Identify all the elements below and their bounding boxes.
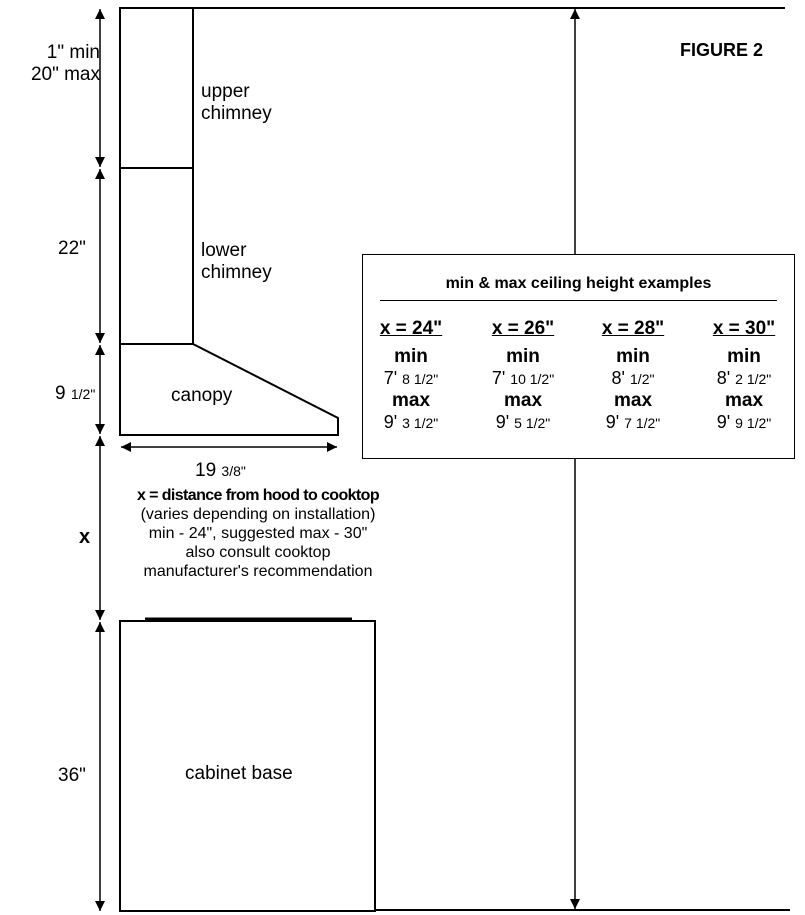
lower-chimney-shape: [119, 167, 194, 345]
cabinet-base-shape: [119, 620, 376, 912]
min-inches: 10 1/2": [510, 371, 555, 387]
lower-chimney-label: lower chimney: [201, 240, 272, 284]
min-label: min: [394, 346, 428, 367]
max-feet: 9': [605, 412, 620, 432]
lower-label-line2: chimney: [201, 262, 272, 283]
upper-chimney-label: upper chimney: [201, 81, 272, 125]
max-value: 9' 5 1/2": [475, 412, 571, 433]
min-value: 8' 2 1/2": [696, 368, 792, 389]
max-value: 9' 9 1/2": [696, 412, 792, 433]
ceiling-height-examples-table: min & max ceiling height examples x = 24…: [362, 254, 795, 459]
column-header: x = 30": [712, 318, 776, 339]
max-label: max: [503, 390, 543, 411]
lower-label-line1: lower: [201, 240, 247, 261]
min-feet: 7': [491, 368, 506, 388]
example-column-x24: x = 24" min 7' 8 1/2" max 9' 3 1/2": [363, 317, 459, 433]
min-inches: 1/2": [630, 371, 655, 387]
x-desc-line2: (varies depending on installation): [140, 506, 376, 523]
example-column-x26: x = 26" min 7' 10 1/2" max 9' 5 1/2": [475, 317, 571, 433]
upper-chimney-dimension: 1" min 20" max: [31, 42, 100, 86]
max-label: max: [391, 390, 431, 411]
example-column-x28: x = 28" min 8' 1/2" max 9' 7 1/2": [585, 317, 681, 433]
canopy-width-dimension: 19 3/8": [195, 460, 246, 482]
min-value: 8' 1/2": [585, 368, 681, 389]
x-symbol: x: [79, 526, 91, 548]
x-desc-line4: also consult cooktop: [185, 544, 331, 561]
max-feet: 9': [383, 412, 398, 432]
max-inches: 9 1/2": [735, 415, 772, 431]
x-desc-title: x = distance from hood to cooktop: [137, 487, 380, 504]
x-desc-line5: manufacturer's recommendation: [143, 563, 373, 580]
upper-chimney-shape: [119, 7, 194, 169]
min-feet: 8': [716, 368, 731, 388]
column-header: x = 28": [601, 318, 665, 339]
upper-label-line1: upper: [201, 81, 250, 102]
max-label: max: [724, 390, 764, 411]
min-inches: 8 1/2": [402, 371, 439, 387]
canopy-height-whole: 9: [55, 383, 66, 404]
canopy-shape: [119, 343, 339, 436]
min-feet: 7': [383, 368, 398, 388]
max-value: 9' 3 1/2": [363, 412, 459, 433]
max-inches: 5 1/2": [514, 415, 551, 431]
upper-dim-min: 1" min: [46, 42, 100, 63]
max-value: 9' 7 1/2": [585, 412, 681, 433]
min-value: 7' 8 1/2": [363, 368, 459, 389]
lower-chimney-dimension: 22": [58, 238, 86, 259]
upper-dim-max: 20" max: [30, 64, 100, 85]
examples-title-rule: [380, 300, 777, 301]
cabinet-base-label: cabinet base: [185, 763, 293, 784]
example-column-x30: x = 30" min 8' 2 1/2" max 9' 9 1/2": [696, 317, 792, 433]
figure-title: FIGURE 2: [680, 40, 764, 60]
canopy-width-frac: 3/8": [221, 463, 246, 479]
x-description: x = distance from hood to cooktop (varie…: [110, 486, 406, 581]
canopy-height-dimension: 9 1/2": [55, 383, 95, 405]
x-desc-line3: min - 24", suggested max - 30": [148, 525, 368, 542]
upper-label-line2: chimney: [201, 103, 272, 124]
min-value: 7' 10 1/2": [475, 368, 571, 389]
max-inches: 7 1/2": [624, 415, 661, 431]
canopy-width-whole: 19: [195, 460, 217, 481]
canopy-label: canopy: [171, 385, 233, 406]
min-label: min: [616, 346, 650, 367]
min-label: min: [727, 346, 761, 367]
max-feet: 9': [495, 412, 510, 432]
canopy-height-frac: 1/2": [70, 386, 96, 402]
max-feet: 9': [716, 412, 731, 432]
max-inches: 3 1/2": [402, 415, 439, 431]
min-inches: 2 1/2": [735, 371, 772, 387]
max-label: max: [613, 390, 653, 411]
column-header: x = 26": [491, 318, 555, 339]
column-header: x = 24": [379, 318, 443, 339]
cabinet-base-dimension: 36": [58, 765, 86, 786]
min-label: min: [506, 346, 540, 367]
min-feet: 8': [611, 368, 625, 388]
examples-title: min & max ceiling height examples: [445, 275, 712, 292]
